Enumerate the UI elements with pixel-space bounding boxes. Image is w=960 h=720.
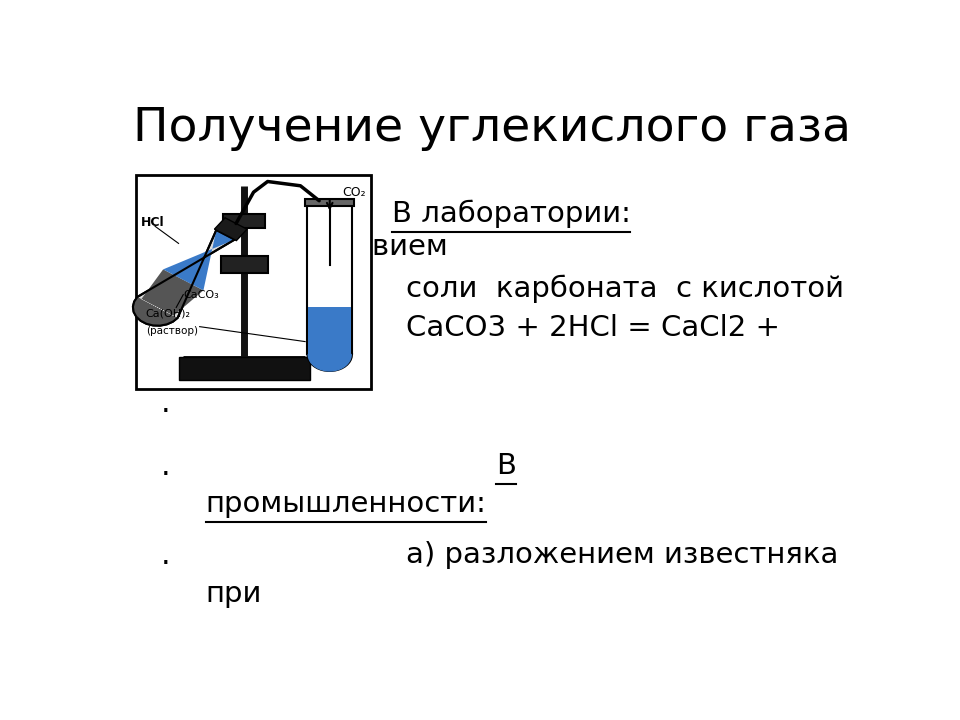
- Polygon shape: [132, 230, 234, 325]
- Text: (раствор): (раствор): [146, 326, 198, 336]
- Polygon shape: [214, 217, 247, 240]
- Text: В лаборатории:: В лаборатории:: [392, 200, 631, 228]
- Text: ствием: ствием: [340, 233, 448, 261]
- Bar: [179, 356, 310, 380]
- Polygon shape: [308, 354, 351, 371]
- Text: соли  карбоната  с кислотой: соли карбоната с кислотой: [406, 275, 845, 303]
- Text: HCl: HCl: [141, 215, 165, 228]
- Text: CO₂: CO₂: [343, 186, 366, 199]
- Bar: [307, 201, 352, 354]
- Text: В: В: [495, 452, 516, 480]
- Bar: [305, 199, 354, 206]
- Bar: [136, 175, 371, 389]
- Text: Получение углекислого газа: Получение углекислого газа: [133, 106, 851, 150]
- Text: Ca(OH)₂: Ca(OH)₂: [146, 309, 191, 319]
- Polygon shape: [132, 269, 204, 325]
- Text: .: .: [161, 452, 171, 481]
- Text: промышленности:: промышленности:: [205, 490, 487, 518]
- Text: .: .: [161, 389, 171, 418]
- Text: .: .: [161, 541, 171, 570]
- Text: CaCO3 + 2HCl = CaCl2 +: CaCO3 + 2HCl = CaCl2 +: [406, 314, 780, 342]
- Polygon shape: [163, 230, 234, 290]
- Bar: [221, 256, 268, 274]
- Text: а) разложением известняка: а) разложением известняка: [406, 541, 839, 569]
- Text: при: при: [205, 580, 262, 608]
- Bar: [223, 214, 265, 228]
- Bar: [308, 307, 351, 354]
- Text: CaCO₃: CaCO₃: [183, 289, 219, 300]
